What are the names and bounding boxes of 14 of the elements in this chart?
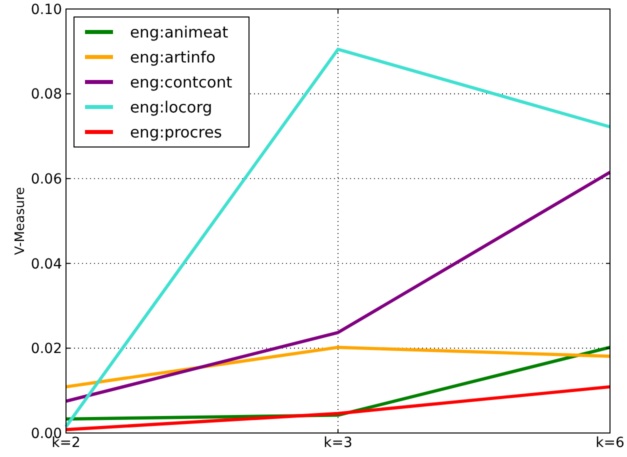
legend-label: eng:artinfo bbox=[130, 48, 216, 66]
y-axis-title: V-Measure bbox=[13, 186, 28, 256]
legend-label: eng:locorg bbox=[130, 98, 212, 116]
x-tick-label: k=6 bbox=[596, 435, 624, 451]
y-tick-label: 0.06 bbox=[30, 172, 62, 188]
legend-label: eng:contcont bbox=[130, 73, 232, 92]
y-tick-label: 0.02 bbox=[30, 341, 62, 358]
x-tick-label: k=2 bbox=[52, 435, 80, 451]
y-tick-label: 0.04 bbox=[30, 256, 62, 272]
x-tick-label: k=3 bbox=[324, 435, 352, 451]
y-tick-label: 0.08 bbox=[30, 86, 62, 103]
legend-label: eng:animeat bbox=[130, 23, 228, 42]
y-tick-label: 0.10 bbox=[30, 2, 62, 18]
legend-label: eng:procres bbox=[130, 123, 222, 142]
